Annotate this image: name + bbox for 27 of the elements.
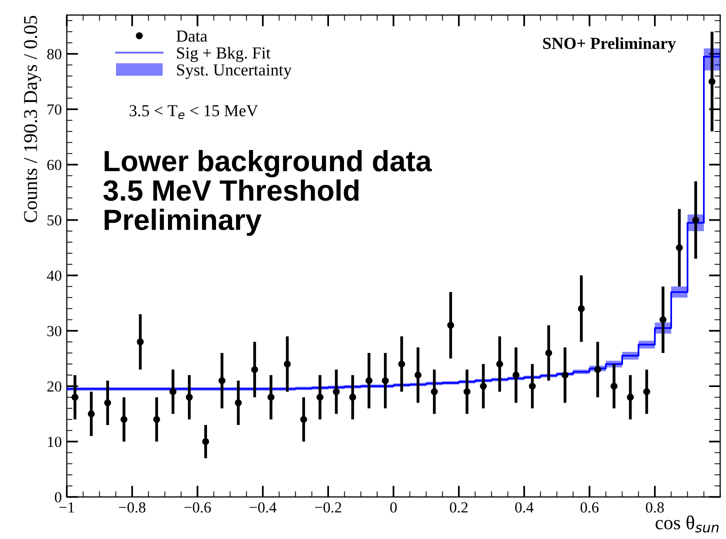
x-tick-label: −0.8 xyxy=(119,502,146,513)
x-tick-label: −0.6 xyxy=(184,502,211,513)
y-tick-label: 70 xyxy=(48,104,62,115)
x-tick-label: −1 xyxy=(59,502,74,512)
y-tick-label: 0 xyxy=(54,492,62,502)
y-tick-label: 50 xyxy=(48,215,62,226)
y-tick-label: 30 xyxy=(47,326,62,336)
x-tick-label: −0.2 xyxy=(315,502,342,513)
annotation: Syst. Uncertainty xyxy=(177,64,292,79)
x-tick-label: 0.2 xyxy=(450,502,468,513)
y-tick-label: 10 xyxy=(48,436,62,448)
y-tick-label: 60 xyxy=(47,160,62,170)
annotation: 3.5 < T$_{e}$ < 15 MeV xyxy=(130,105,258,120)
x-tick-label: 0.8 xyxy=(646,502,664,513)
x-tick-label: 0 xyxy=(390,502,397,513)
legend-label: Data xyxy=(176,30,208,42)
x-tick-label: 0.4 xyxy=(515,502,534,513)
y-tick-label: 40 xyxy=(46,270,62,281)
x-tick-label: 0.6 xyxy=(580,502,599,513)
x-tick-label: −0.4 xyxy=(250,502,276,513)
x-axis-title: cos θ$_{sun}$ xyxy=(656,516,719,533)
y-axis-title: Counts / 190.3 Days / 0.05 xyxy=(24,16,42,222)
legend-label: Sig + Bkg. Fit xyxy=(177,46,271,62)
y-tick-label: 20 xyxy=(47,381,62,392)
annotation: SNO+ Preliminary xyxy=(543,37,676,52)
y-tick-label: 80 xyxy=(47,49,62,60)
annotation: Lower background data 3.5 MeV Threshold Preliminary xyxy=(103,150,432,236)
